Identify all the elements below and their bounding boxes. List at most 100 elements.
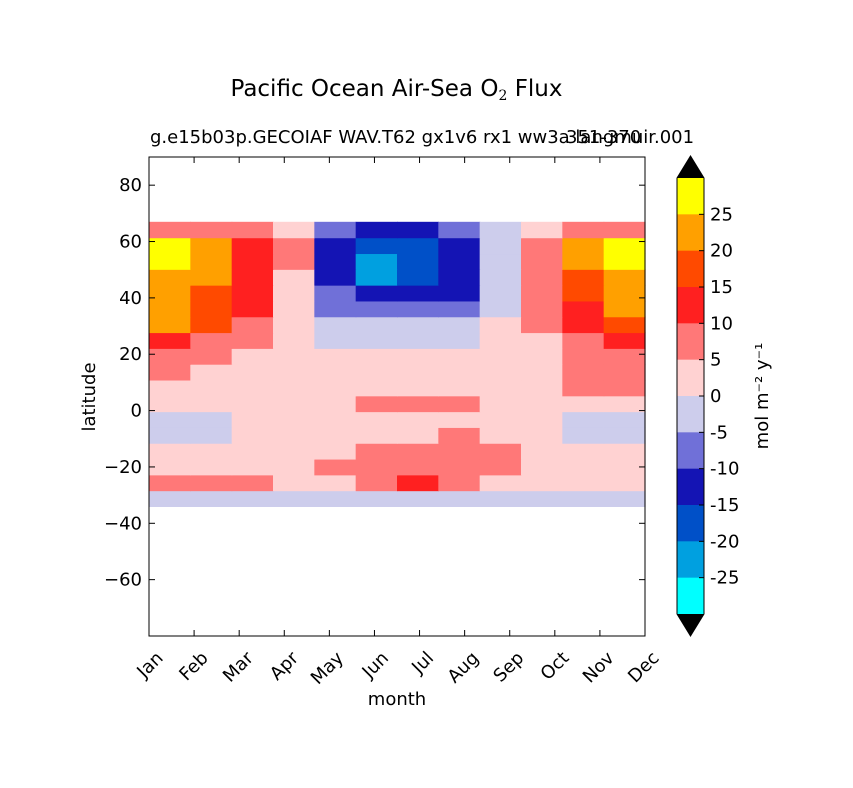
heatmap-cell <box>479 458 522 476</box>
heatmap-cell <box>190 458 233 476</box>
heatmap-cell <box>273 332 315 349</box>
heatmap-cell <box>190 379 233 397</box>
heatmap-cell <box>521 269 563 286</box>
heatmap-cell <box>355 269 398 286</box>
colorbar-swatch <box>677 287 704 324</box>
heatmap-cell <box>562 348 605 365</box>
heatmap-cell <box>397 379 439 397</box>
heatmap-cell <box>397 427 439 444</box>
heatmap-cell <box>190 285 233 302</box>
heatmap-cell <box>149 269 191 286</box>
y-tick-label: −60 <box>104 570 142 591</box>
heatmap-cell <box>355 427 398 444</box>
heatmap-cell <box>562 237 605 255</box>
heatmap-cell <box>479 427 522 444</box>
heatmap-cell <box>397 221 439 239</box>
heatmap-cell <box>231 221 274 239</box>
colorbar-swatch <box>677 432 704 470</box>
heatmap-cell <box>521 221 563 239</box>
colorbar-label: mol m⁻² y⁻¹ <box>752 343 773 450</box>
heatmap-cell <box>438 285 481 302</box>
heatmap-cell <box>355 490 398 507</box>
heatmap-cell <box>149 332 191 349</box>
heatmap-cell <box>479 316 522 334</box>
heatmap-cell <box>273 348 315 365</box>
heatmap-cell <box>562 490 605 507</box>
colorbar-extend-min <box>677 614 704 636</box>
heatmap-cell <box>603 364 646 381</box>
heatmap-cell <box>438 237 481 255</box>
colorbar-swatch <box>677 323 704 361</box>
chart-subtitle-overlay: 351-370 <box>566 127 642 148</box>
heatmap-cell <box>355 364 398 381</box>
heatmap-cell <box>562 253 605 270</box>
heatmap-cell <box>603 490 646 507</box>
heatmap-cell <box>562 269 605 286</box>
heatmap-cell <box>521 427 563 444</box>
heatmap-cell <box>521 285 563 302</box>
heatmap-cell <box>562 364 605 381</box>
heatmap-cell <box>397 269 439 286</box>
heatmap-cell <box>479 221 522 239</box>
heatmap-cell <box>479 395 522 413</box>
heatmap-cell <box>314 364 357 381</box>
heatmap-cell <box>149 237 191 255</box>
heatmap-cell <box>479 364 522 381</box>
heatmap-cell <box>562 221 605 239</box>
colorbar-tick-label: -5 <box>710 422 728 443</box>
heatmap-cell <box>190 395 233 413</box>
heatmap-cell <box>149 443 191 460</box>
heatmap-cell <box>479 379 522 397</box>
heatmap-cell <box>603 300 646 318</box>
heatmap-cell <box>149 348 191 365</box>
heatmap-cell <box>562 285 605 302</box>
heatmap-cell <box>190 316 233 334</box>
heatmap-cell <box>273 364 315 381</box>
y-axis-ticks: 80 60 40 20 0 −20 −40 −60 <box>104 175 645 591</box>
heatmap-cell <box>438 332 481 349</box>
heatmap-cell <box>355 332 398 349</box>
heatmap-cell <box>190 474 233 492</box>
heatmap-cell <box>479 237 522 255</box>
heatmap-cell <box>479 253 522 270</box>
heatmap-cell <box>314 332 357 349</box>
heatmap-cell <box>603 379 646 397</box>
colorbar-tick-label: 0 <box>710 386 721 407</box>
heatmap-cell <box>438 458 481 476</box>
heatmap-cell <box>231 300 274 318</box>
heatmap-cell <box>149 474 191 492</box>
colorbar-tick-label: -15 <box>710 495 739 516</box>
heatmap-cell <box>355 348 398 365</box>
colorbar-outline <box>676 155 705 637</box>
heatmap-cell <box>314 411 357 428</box>
heatmap-cell <box>397 395 439 413</box>
colorbar-swatch <box>677 541 704 579</box>
heatmap-cell <box>438 221 481 239</box>
heatmap-cell <box>314 443 357 460</box>
heatmap-cell <box>231 379 274 397</box>
heatmap-cell <box>603 316 646 334</box>
heatmap-cell <box>190 269 233 286</box>
heatmap-cell <box>314 316 357 334</box>
heatmap-cell <box>273 300 315 318</box>
y-tick-label: 20 <box>119 344 142 365</box>
heatmap-cell <box>231 316 274 334</box>
heatmap-cell <box>314 348 357 365</box>
heatmap-cell <box>273 253 315 270</box>
heatmap-cell <box>190 221 233 239</box>
heatmap-cell <box>314 379 357 397</box>
heatmap-cell <box>355 237 398 255</box>
heatmap-cell <box>479 490 522 507</box>
chart-title: Pacific Ocean Air-Sea O2 Flux <box>230 76 563 104</box>
heatmap-cell <box>231 348 274 365</box>
colorbar-tick-label: 10 <box>710 313 733 334</box>
heatmap-cell <box>562 332 605 349</box>
heatmap-cell <box>273 443 315 460</box>
heatmap-cell <box>355 411 398 428</box>
heatmap-cell <box>438 411 481 428</box>
heatmap-cell <box>231 474 274 492</box>
heatmap-cell <box>562 458 605 476</box>
heatmap-cell <box>479 411 522 428</box>
heatmap-cell <box>231 285 274 302</box>
